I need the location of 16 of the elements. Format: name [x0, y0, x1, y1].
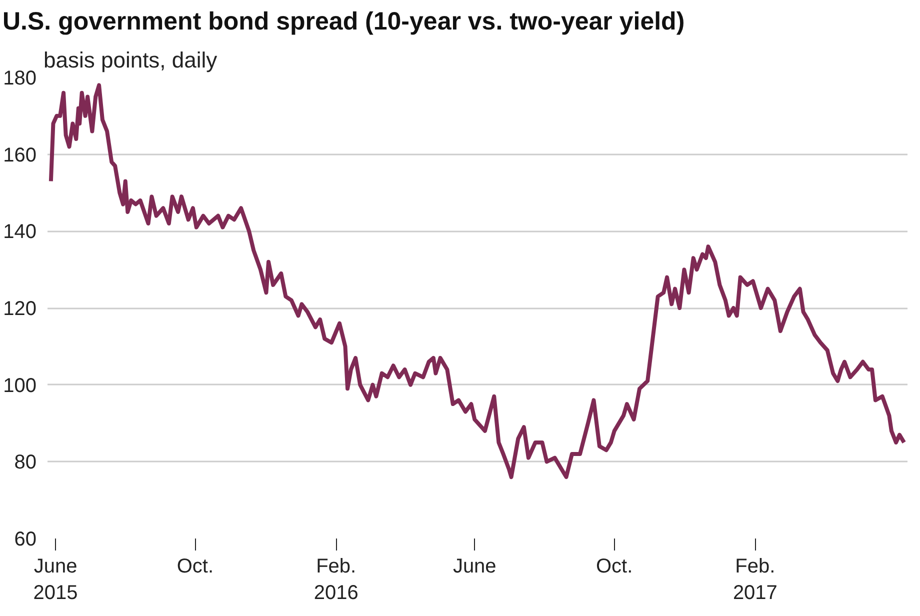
x-tick-label: Feb. 2016: [314, 556, 358, 604]
line-series: [48, 83, 906, 480]
x-tick-label: June 2015: [33, 556, 78, 604]
x-tick-label: June: [452, 556, 496, 578]
chart-title: U.S. government bond spread (10-year vs. two-year yield): [2, 8, 685, 36]
x-tick-label: Feb. 2017: [732, 556, 778, 604]
y-axis-title: basis points, daily: [44, 48, 218, 72]
y-tick-label: 60: [14, 528, 37, 550]
x-tick-label: Oct.: [596, 556, 633, 578]
y-tick-label: 100: [3, 374, 37, 397]
y-tick-label: 180: [3, 68, 37, 90]
y-tick-label: 80: [14, 452, 37, 474]
x-tick-label: Oct.: [176, 556, 214, 578]
y-tick-label: 140: [3, 221, 37, 244]
y-tick-label: 160: [3, 144, 37, 166]
y-tick-label: 120: [3, 298, 37, 320]
